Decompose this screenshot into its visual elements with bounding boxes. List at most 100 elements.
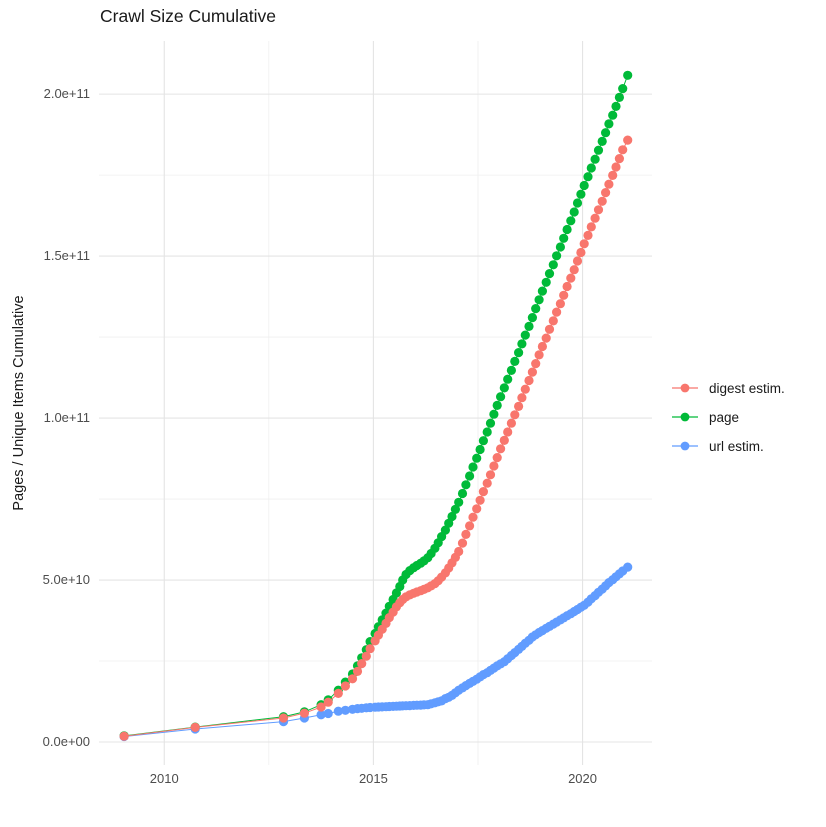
data-point: [552, 251, 562, 261]
data-point: [468, 512, 478, 522]
legend-key-line-dot-icon: [672, 383, 698, 393]
data-point: [527, 367, 538, 377]
data-point: [537, 286, 548, 296]
data-point: [333, 688, 343, 699]
data-point: [478, 487, 488, 497]
data-point: [586, 163, 596, 173]
data-point: [323, 697, 333, 707]
data-point: [482, 478, 492, 488]
data-point: [447, 511, 457, 522]
data-point: [604, 179, 614, 189]
data-point: [583, 230, 593, 240]
data-point: [534, 350, 544, 360]
data-point: [465, 521, 475, 531]
data-point: [601, 128, 611, 138]
data-point: [555, 299, 566, 309]
data-point: [440, 525, 450, 535]
y-tick-label: 1.0e+11: [43, 410, 90, 426]
data-point: [361, 651, 371, 661]
data-point: [623, 562, 633, 572]
data-point: [316, 710, 326, 720]
data-point: [548, 316, 558, 326]
legend-item-url-estim: url estim.: [671, 435, 785, 457]
data-point: [503, 427, 513, 437]
data-point: [608, 110, 618, 120]
data-point: [499, 383, 509, 393]
data-point: [347, 674, 358, 684]
data-point: [485, 470, 496, 480]
data-point: [454, 546, 464, 557]
y-tick-label: 2.0e+11: [43, 86, 90, 102]
data-point: [552, 307, 562, 317]
data-point: [576, 189, 586, 199]
data-point: [623, 70, 633, 80]
legend-key-line-dot-icon: [672, 441, 698, 451]
data-point: [472, 504, 482, 514]
data-point: [534, 295, 544, 305]
data-point: [506, 418, 516, 428]
legend-label: url estim.: [709, 438, 764, 454]
data-point: [559, 290, 569, 300]
data-point: [601, 188, 611, 198]
data-point: [531, 304, 541, 314]
chart-title: Crawl Size Cumulative: [100, 6, 277, 26]
data-point: [566, 216, 576, 226]
data-point: [475, 495, 485, 505]
data-point: [623, 135, 633, 145]
data-point: [544, 269, 555, 279]
data-point: [489, 461, 499, 471]
data-point: [590, 154, 600, 164]
data-point: [119, 731, 129, 741]
data-point: [299, 708, 309, 718]
data-point: [562, 224, 572, 235]
data-point: [517, 393, 527, 403]
data-point: [278, 713, 289, 723]
legend-label: digest estim.: [709, 380, 785, 396]
legend-item-page: page: [671, 406, 785, 428]
y-tick-label: 1.5e+11: [43, 248, 90, 264]
data-point: [524, 321, 534, 331]
data-point: [496, 392, 506, 402]
data-point: [323, 708, 333, 719]
x-tick-label: 2020: [568, 771, 597, 786]
data-point: [365, 644, 375, 654]
data-point: [583, 172, 593, 182]
data-point: [586, 222, 596, 232]
data-point: [604, 119, 614, 129]
data-point: [510, 356, 520, 366]
y-tick-label: 5.0e+10: [42, 572, 90, 588]
data-point: [492, 453, 502, 463]
data-point: [555, 242, 566, 252]
data-point: [527, 313, 538, 323]
data-point: [333, 706, 343, 716]
data-point: [608, 170, 618, 180]
data-point: [510, 410, 520, 420]
data-point: [520, 384, 530, 394]
data-point: [614, 154, 625, 164]
data-point: [478, 436, 488, 446]
data-point: [569, 265, 579, 275]
data-point: [579, 180, 589, 191]
data-point: [503, 374, 513, 384]
data-point: [593, 205, 604, 215]
data-point: [472, 453, 482, 463]
y-tick-label: 0.0e+00: [42, 734, 90, 749]
legend-key-line-dot-icon: [672, 412, 698, 422]
data-point: [597, 136, 607, 146]
data-point: [457, 538, 468, 548]
data-point: [357, 659, 367, 669]
data-point: [562, 281, 572, 292]
data-point: [514, 401, 524, 411]
data-point: [316, 702, 326, 712]
data-point: [454, 497, 464, 507]
data-point: [576, 247, 586, 258]
data-point: [618, 145, 628, 155]
legend: digest estim. page url estim.: [671, 377, 785, 457]
data-point: [559, 233, 569, 243]
data-point: [340, 681, 350, 691]
data-point: [544, 324, 555, 334]
data-point: [590, 213, 600, 223]
data-point: [531, 359, 541, 369]
data-point: [482, 427, 492, 437]
data-point: [492, 400, 502, 410]
